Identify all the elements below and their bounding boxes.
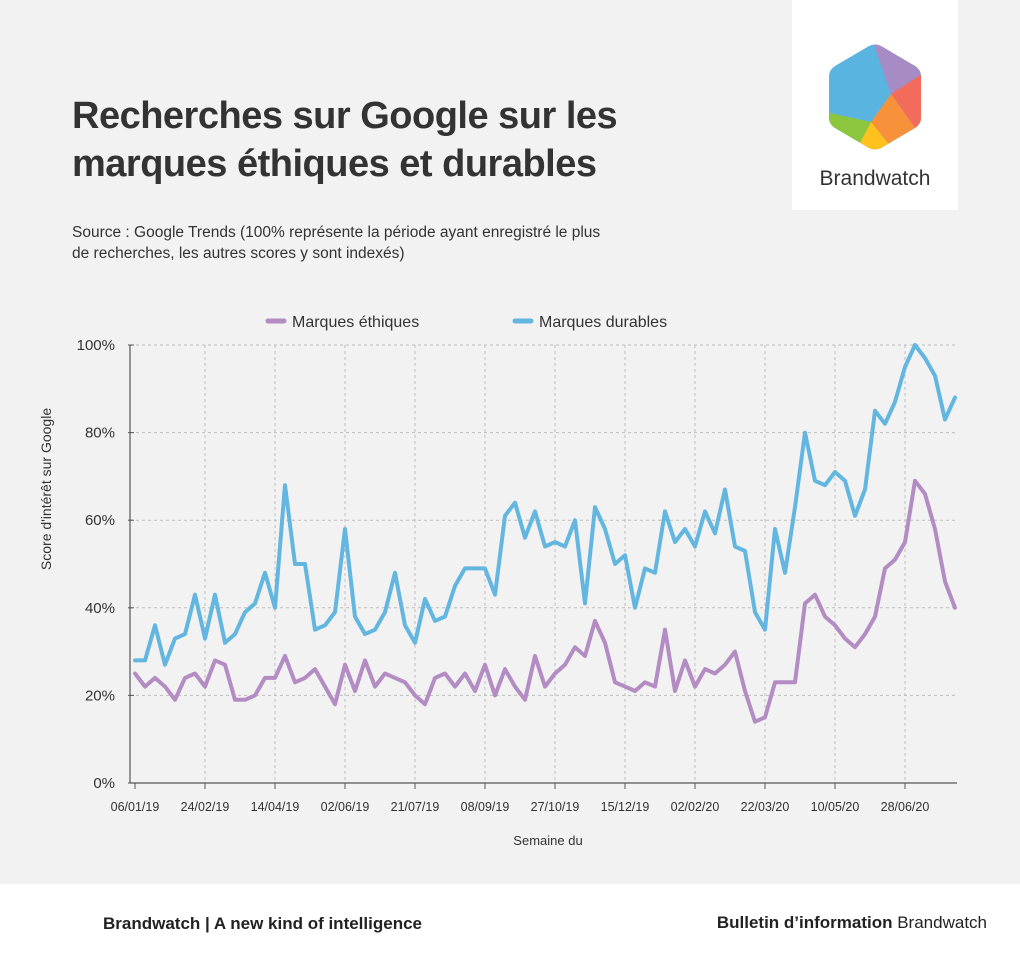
x-tick-label: 27/10/19: [531, 800, 580, 814]
chart-title: Recherches sur Google sur les marques ét…: [72, 95, 618, 185]
y-tick-label: 40%: [85, 600, 115, 617]
footer-newsletter-bold: Bulletin d’information: [716, 913, 893, 932]
x-tick-label: 02/06/19: [321, 800, 370, 814]
y-tick-label: 0%: [93, 775, 115, 792]
y-tick-label: 20%: [85, 687, 115, 704]
x-tick-label: 28/06/20: [881, 800, 930, 814]
legend: Marques éthiques Marques durables: [265, 314, 667, 331]
hexagon-logo-icon: [829, 44, 921, 150]
y-tick-label: 60%: [85, 512, 115, 529]
y-axis-label: Score d'intérêt sur Google: [38, 408, 54, 570]
x-tick-label: 02/02/20: [671, 800, 720, 814]
x-tick-label: 15/12/19: [601, 800, 650, 814]
x-tick-label: 24/02/19: [181, 800, 230, 814]
x-axis-label: Semaine du: [513, 833, 582, 848]
x-tick-label: 06/01/19: [111, 800, 160, 814]
x-tick-label: 22/03/20: [741, 800, 790, 814]
x-tick-label: 14/04/19: [251, 800, 300, 814]
axes: 0% 20% 40% 60% 80% 100% 06/01/19 24/02/19 14/04/…: [77, 337, 957, 814]
legend-label: Marques durables: [539, 314, 667, 331]
chart-subtitle: Source : Google Trends (100% représente …: [72, 224, 601, 262]
footer-newsletter-brand: Brandwatch: [892, 913, 987, 932]
footer: Brandwatch | A new kind of intelligence …: [0, 884, 1020, 963]
footer-tagline: Brandwatch | A new kind of intelligence: [103, 914, 422, 933]
y-tick-label: 100%: [77, 337, 115, 354]
x-tick-label: 08/09/19: [461, 800, 510, 814]
brand-logo: Brandwatch: [792, 0, 958, 210]
series-line-durables: [133, 343, 957, 667]
series: [133, 343, 957, 724]
logo-text: Brandwatch: [819, 167, 931, 190]
x-tick-label: 10/05/20: [811, 800, 860, 814]
series-line-ethiques: [133, 478, 957, 724]
y-tick-label: 80%: [85, 425, 115, 442]
line-chart: 0% 20% 40% 60% 80% 100% 06/01/19 24/02/19 14/04/…: [38, 314, 957, 848]
x-tick-label: 21/07/19: [391, 800, 440, 814]
grid: [130, 344, 957, 783]
legend-label: Marques éthiques: [292, 314, 419, 331]
footer-newsletter: Bulletin d’information Brandwatch: [717, 913, 987, 933]
